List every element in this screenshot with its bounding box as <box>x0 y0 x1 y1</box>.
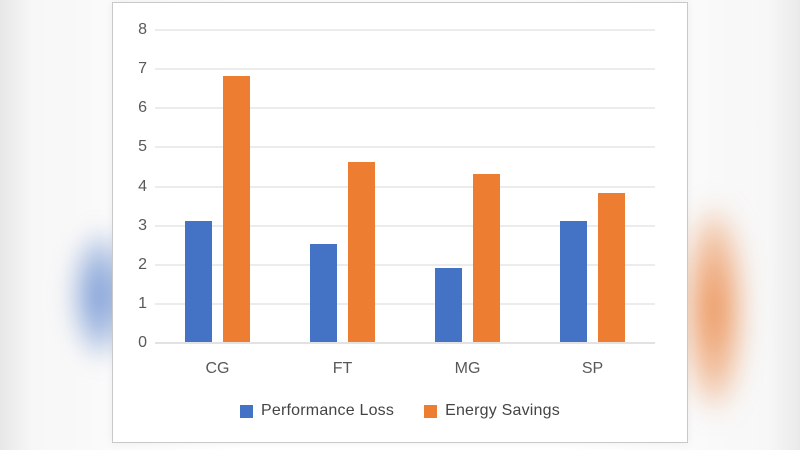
y-tick-label-4: 4 <box>138 177 147 195</box>
legend-swatch-performance-loss <box>240 404 254 418</box>
y-tick-label-1: 1 <box>138 294 147 312</box>
plot-area <box>155 29 655 344</box>
chart-card: Performance Loss Energy Savings 0 1 2 3 4 5 6 7 8… <box>112 2 688 443</box>
background-orange-blob <box>678 135 768 425</box>
gridline-6 <box>155 107 655 109</box>
chart-legend: Performance Loss Energy Savings <box>113 402 687 420</box>
x-tick-label-ft: FT <box>332 360 353 377</box>
gridline-4 <box>155 186 655 187</box>
gridline-2 <box>155 264 655 266</box>
gridline-5 <box>155 146 655 148</box>
y-tick-label-3: 3 <box>138 216 147 234</box>
gridline-3 <box>155 225 655 227</box>
bar-energy-savings-mg <box>473 173 500 342</box>
x-tick-label-cg: CG <box>205 360 230 377</box>
y-tick-label-7: 7 <box>138 60 147 78</box>
bar-energy-savings-ft <box>348 162 375 342</box>
bar-energy-savings-cg <box>223 75 250 342</box>
legend-label-energy-savings: Energy Savings <box>445 402 560 419</box>
bar-performance-loss-cg <box>185 220 212 342</box>
y-tick-label-0: 0 <box>138 334 147 351</box>
x-axis-line <box>155 342 655 344</box>
legend-item-energy-savings: Energy Savings <box>424 402 560 420</box>
gridline-1 <box>155 303 655 305</box>
legend-label-performance-loss: Performance Loss <box>261 402 395 419</box>
bar-performance-loss-ft <box>310 244 337 342</box>
y-tick-label-6: 6 <box>138 99 147 117</box>
x-tick-label-mg: MG <box>454 360 481 377</box>
y-tick-label-8: 8 <box>138 21 147 38</box>
x-tick-label-sp: SP <box>581 360 604 377</box>
bar-energy-savings-sp <box>598 193 625 342</box>
gridline-8 <box>155 29 655 31</box>
y-tick-label-5: 5 <box>138 138 147 156</box>
legend-item-performance-loss: Performance Loss <box>240 402 394 420</box>
bar-performance-loss-mg <box>435 267 462 342</box>
y-tick-label-2: 2 <box>138 255 147 273</box>
bar-performance-loss-sp <box>560 220 587 342</box>
gridline-7 <box>155 68 655 70</box>
legend-swatch-energy-savings <box>424 404 438 418</box>
